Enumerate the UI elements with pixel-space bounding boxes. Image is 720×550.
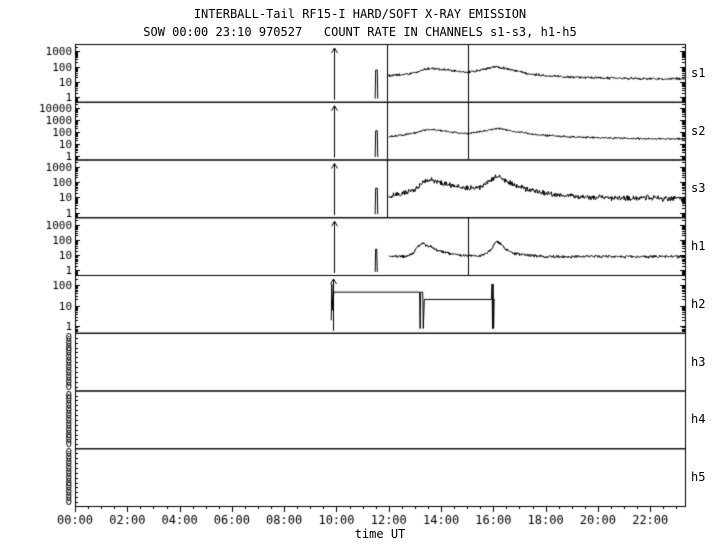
chart-title: INTERBALL-Tail RF15-I HARD/SOFT X-RAY EM… [193,7,527,21]
panel-label-s1: s1 [691,65,706,80]
x-axis-label: time UT [354,527,406,541]
panel-label-s3: s3 [691,181,706,196]
panel-label-h3: h3 [691,354,706,369]
panel-label-h2: h2 [691,296,706,311]
panel-label-h1: h1 [691,239,706,254]
panel-label-h5: h5 [691,470,706,485]
chart-subtitle: SOW 00:00 23:10 970527 COUNT RATE IN CHA… [143,25,577,39]
panel-label-h4: h4 [691,412,706,427]
panel-label-s2: s2 [691,123,706,138]
